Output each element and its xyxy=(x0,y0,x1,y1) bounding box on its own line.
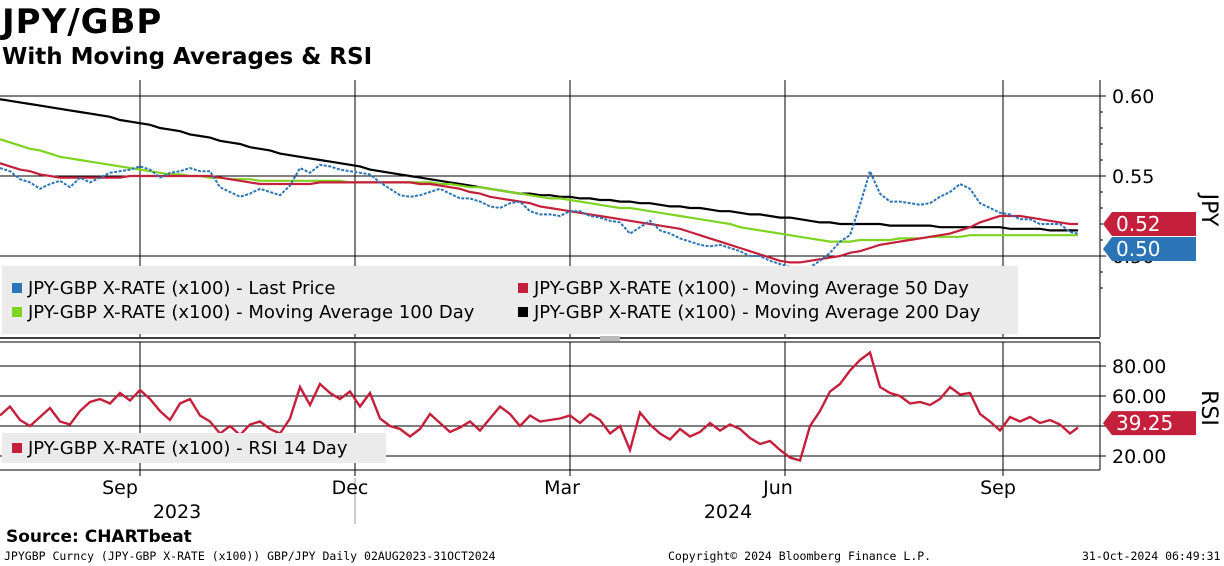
y-tick-label: 0.60 xyxy=(1112,86,1154,108)
rsi-value-label-tag xyxy=(1103,411,1196,436)
legend-label: JPY-GBP X-RATE (x100) - Moving Average 1… xyxy=(28,302,475,323)
legend-item-ma100[interactable]: JPY-GBP X-RATE (x100) - Moving Average 1… xyxy=(12,302,474,323)
ma100-swatch xyxy=(12,307,22,317)
x-tick-label: Sep xyxy=(980,477,1016,499)
rsi-value-label-text: 39.25 xyxy=(1116,411,1173,435)
y-tick-label: 60.00 xyxy=(1112,386,1166,408)
last-price-line xyxy=(0,163,1079,272)
x-tick-label: Dec xyxy=(332,477,369,499)
x-tick-label: Sep xyxy=(102,477,138,499)
ma100-line xyxy=(0,138,1078,243)
price-value-label-tag xyxy=(1103,237,1196,261)
x-tick-label: Mar xyxy=(544,477,580,499)
ma-value-label: 0.52 xyxy=(1103,212,1196,236)
legend-item-rsi[interactable]: JPY-GBP X-RATE (x100) - RSI 14 Day xyxy=(12,438,348,459)
legend-item-ma50[interactable]: JPY-GBP X-RATE (x100) - Moving Average 5… xyxy=(518,278,969,299)
rsi-line xyxy=(0,350,1079,462)
chart-subtitle: With Moving Averages & RSI xyxy=(2,44,373,70)
ma50-line xyxy=(0,162,1078,264)
rsi-axis-title: RSI xyxy=(1196,390,1221,426)
ma200-swatch xyxy=(518,307,528,317)
rsi-value-label: 39.25 xyxy=(1103,411,1196,436)
panel-resize-handle xyxy=(600,336,620,341)
x-year-label: 2023 xyxy=(153,501,201,523)
legend-item-last-price[interactable]: JPY-GBP X-RATE (x100) - Last Price xyxy=(12,278,336,299)
legend-label: JPY-GBP X-RATE (x100) - Moving Average 2… xyxy=(534,302,981,323)
y-tick-label: 20.00 xyxy=(1112,446,1166,468)
footer-right: 31-Oct-2024 06:49:31 xyxy=(1082,549,1221,563)
legend-label: JPY-GBP X-RATE (x100) - Last Price xyxy=(28,278,336,299)
legend-item-ma200[interactable]: JPY-GBP X-RATE (x100) - Moving Average 2… xyxy=(518,302,980,323)
chart-title: JPY/GBP xyxy=(2,2,163,42)
price-legend: JPY-GBP X-RATE (x100) - Last Price JPY-G… xyxy=(2,266,1018,334)
y-tick-label: 80.00 xyxy=(1112,356,1166,378)
footer-center: Copyright© 2024 Bloomberg Finance L.P. xyxy=(668,549,932,563)
y-tick-label: 0.55 xyxy=(1112,166,1154,188)
legend-label: JPY-GBP X-RATE (x100) - RSI 14 Day xyxy=(28,438,348,459)
price-value-label: 0.50 xyxy=(1103,237,1196,261)
price-axis-title: JPY xyxy=(1196,192,1221,227)
ma-value-label-tag xyxy=(1103,212,1196,236)
legend-label: JPY-GBP X-RATE (x100) - Moving Average 5… xyxy=(534,278,969,299)
ma50-swatch xyxy=(518,283,528,293)
x-year-label: 2024 xyxy=(704,501,752,523)
rsi-legend: JPY-GBP X-RATE (x100) - RSI 14 Day xyxy=(2,433,386,463)
price-value-label-text: 0.50 xyxy=(1116,237,1161,261)
rsi-swatch xyxy=(12,443,22,453)
x-tick-label: Jun xyxy=(762,477,793,499)
footer-left: JPYGBP Curncy (JPY-GBP X-RATE (x100)) GB… xyxy=(4,549,496,563)
ma-value-label-text: 0.52 xyxy=(1116,212,1161,236)
last-price-swatch xyxy=(12,283,22,293)
ma200-line xyxy=(0,98,1078,232)
source-note: Source: CHARTbeat xyxy=(6,527,192,547)
